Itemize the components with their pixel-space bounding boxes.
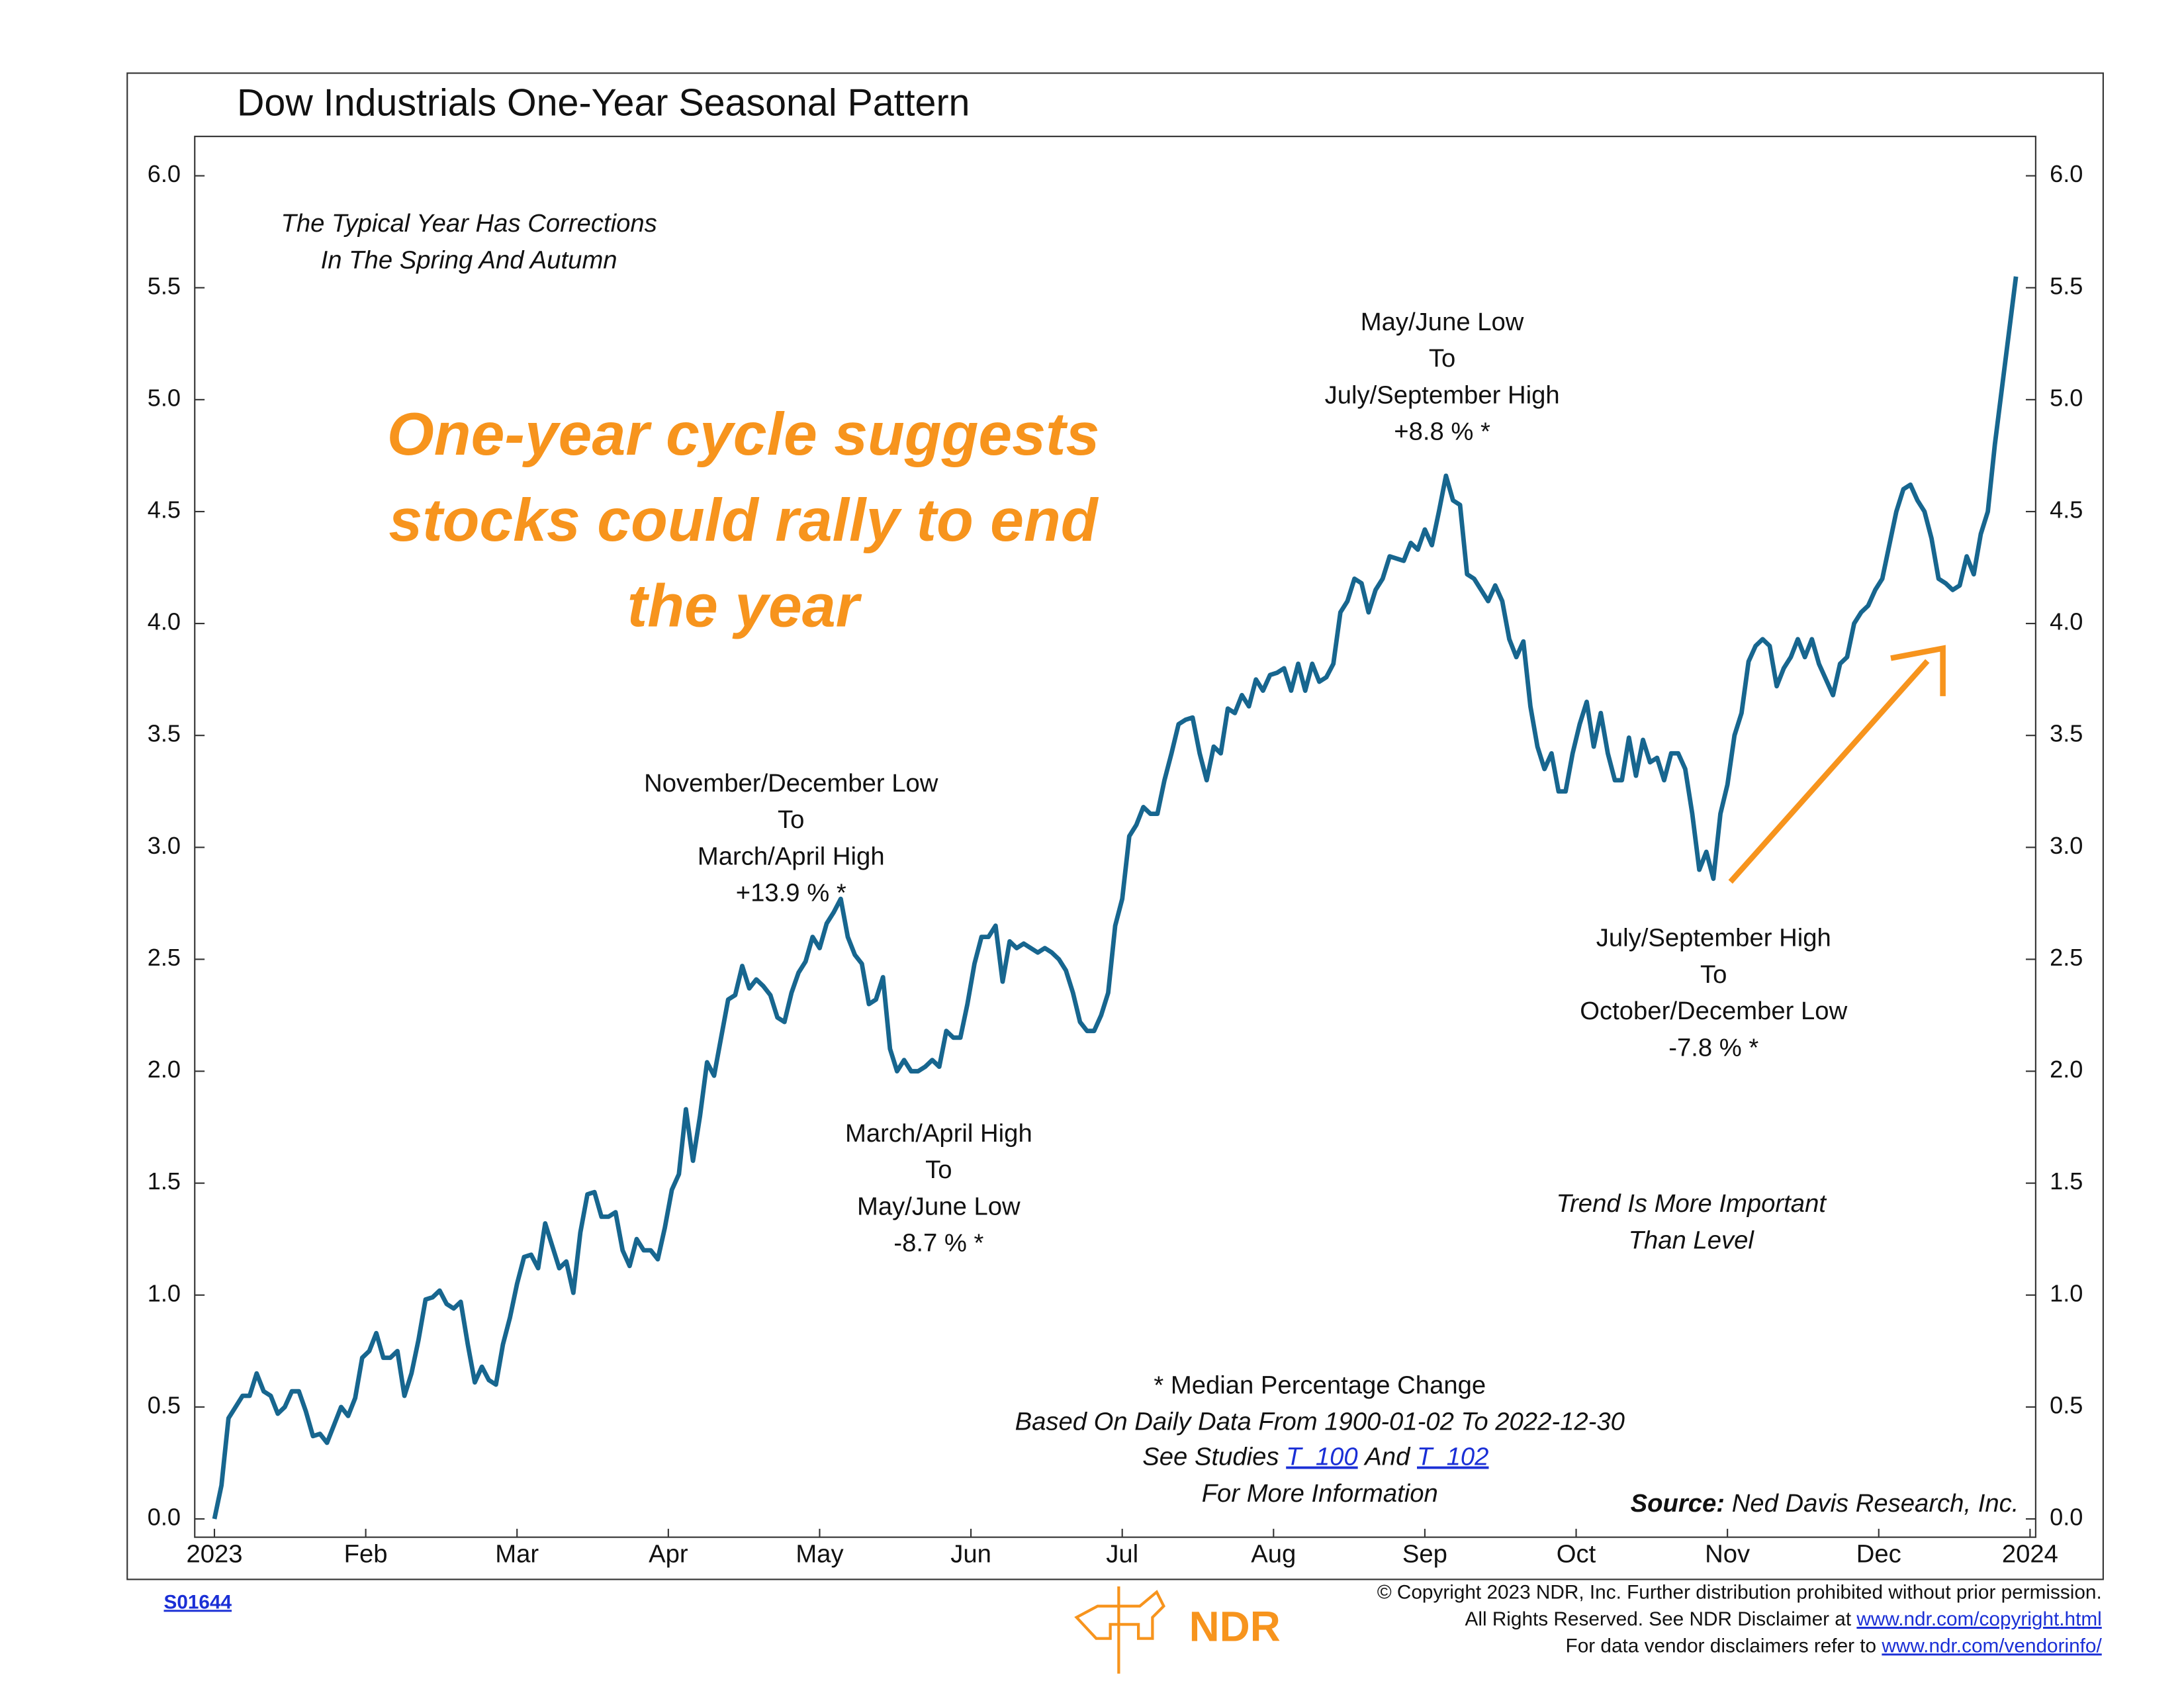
annotation: May/June Low <box>1361 308 1524 336</box>
y-tick-label: 1.0 <box>148 1279 181 1306</box>
headline: One-year cycle suggests <box>387 400 1100 468</box>
source-label: Source: <box>1631 1489 1725 1518</box>
y-tick-label: 4.5 <box>148 496 181 524</box>
median-note: * Median Percentage Change <box>1154 1371 1486 1399</box>
y2-tick-label: 5.5 <box>2050 272 2083 299</box>
annotation: March/April High <box>845 1119 1032 1148</box>
data-line <box>212 276 2019 1520</box>
y-tick-label: 0.5 <box>148 1391 181 1418</box>
x-tick-label: May <box>796 1539 844 1568</box>
headline: stocks could rally to end <box>388 486 1099 554</box>
x-tick-label: Mar <box>495 1539 539 1568</box>
y-tick-label: 1.5 <box>148 1167 181 1195</box>
annotation: In The Spring And Autumn <box>321 246 617 274</box>
annotation: November/December Low <box>644 769 938 798</box>
chart-code[interactable]: S01644 <box>164 1591 232 1613</box>
study-link[interactable]: T_100 <box>1286 1443 1357 1471</box>
x-tick-label: Aug <box>1251 1539 1296 1568</box>
annotation: March/April High <box>698 842 885 870</box>
arrow <box>1728 659 1930 884</box>
annotation: July/September High <box>1325 381 1560 409</box>
chart-title: Dow Industrials One-Year Seasonal Patter… <box>237 82 970 124</box>
x-tick-label: Sep <box>1402 1539 1447 1568</box>
y-tick-label: 5.0 <box>148 384 181 411</box>
y-tick-label: 3.0 <box>148 832 181 859</box>
based-note: Based On Daily Data From 1900-01-02 To 2… <box>1015 1408 1625 1436</box>
headline: the year <box>627 572 862 639</box>
disclaimer-text: All Rights Reserved. See NDR Disclaimer … <box>1465 1608 1852 1630</box>
x-tick-label: Nov <box>1705 1539 1750 1568</box>
annotation: -8.7 % * <box>893 1229 983 1257</box>
vendor-link[interactable]: www.ndr.com/vendorinfo/ <box>1881 1635 2102 1657</box>
annotation: +8.8 % * <box>1394 418 1490 446</box>
y-tick-label: 6.0 <box>148 160 181 187</box>
disclaimer-link[interactable]: www.ndr.com/copyright.html <box>1856 1608 2101 1630</box>
y2-tick-label: 6.0 <box>2050 160 2083 187</box>
y2-tick-label: 3.0 <box>2050 832 2083 859</box>
y2-tick-label: 3.5 <box>2050 720 2083 747</box>
plot-frame <box>194 136 2036 1538</box>
y-tick-label: 2.5 <box>148 944 181 971</box>
annotation: To <box>925 1156 952 1184</box>
y2-tick-label: 2.5 <box>2050 944 2083 971</box>
logo-text: NDR <box>1189 1603 1281 1651</box>
y2-tick-label: 4.0 <box>2050 608 2083 635</box>
annotations: The Typical Year Has Corrections In The S… <box>281 209 1847 1257</box>
vendor: For data vendor disclaimers refer to www… <box>1566 1635 2103 1657</box>
x-tick-label: Apr <box>649 1539 688 1568</box>
source-name: Ned Davis Research, Inc. <box>1732 1489 2019 1518</box>
y2-tick-label: 5.0 <box>2050 384 2083 411</box>
y-tick-label: 5.5 <box>148 272 181 299</box>
annotation: +13.9 % * <box>736 879 846 907</box>
x-tick-label: Dec <box>1856 1539 1901 1568</box>
annotation: Than Level <box>1629 1226 1755 1254</box>
source: Source: Ned Davis Research, Inc. <box>1631 1489 2019 1518</box>
y2-tick-label: 0.5 <box>2050 1391 2083 1418</box>
studies: See Studies T_100 And T_102 <box>1142 1443 1488 1471</box>
annotation: To <box>778 805 804 834</box>
more-note: For More Information <box>1202 1479 1438 1508</box>
y2-tick-label: 0.0 <box>2050 1504 2083 1531</box>
annotation: July/September High <box>1596 924 1831 952</box>
annotation: Trend Is More Important <box>1557 1189 1827 1218</box>
y2-tick-label: 2.0 <box>2050 1056 2083 1083</box>
y-tick-label: 4.0 <box>148 608 181 635</box>
x-tick-label: Jul <box>1106 1539 1138 1568</box>
x-tick-label: Oct <box>1557 1539 1596 1568</box>
disclaimer: All Rights Reserved. See NDR Disclaimer … <box>1465 1608 2102 1630</box>
outer-frame <box>126 72 2104 1580</box>
y2-tick-label: 1.0 <box>2050 1279 2083 1306</box>
annotation: -7.8 % * <box>1668 1033 1758 1062</box>
logo-icon <box>1074 1586 1165 1674</box>
study-link[interactable]: T_102 <box>1417 1443 1488 1471</box>
annotation: The Typical Year Has Corrections <box>281 209 657 238</box>
x-tick-label: 2023 <box>186 1539 242 1568</box>
annotation: October/December Low <box>1580 997 1847 1025</box>
arrow-head <box>1890 645 1946 696</box>
annotation: To <box>1429 344 1455 373</box>
y-tick-label: 0.0 <box>148 1504 181 1531</box>
y2-tick-label: 4.5 <box>2050 496 2083 524</box>
studies-mid: And <box>1363 1443 1411 1471</box>
annotation: To <box>1700 960 1727 989</box>
studies-prefix: See Studies <box>1142 1443 1279 1471</box>
annotation: May/June Low <box>857 1192 1021 1220</box>
x-tick-label: 2024 <box>2002 1539 2058 1568</box>
y-tick-label: 2.0 <box>148 1056 181 1083</box>
copyright: © Copyright 2023 NDR, Inc. Further distr… <box>1377 1581 2102 1603</box>
x-tick-label: Jun <box>950 1539 991 1568</box>
y-tick-label: 3.5 <box>148 720 181 747</box>
vendor-text: For data vendor disclaimers refer to <box>1566 1635 1877 1657</box>
x-tick-label: Feb <box>344 1539 388 1568</box>
y2-tick-label: 1.5 <box>2050 1167 2083 1195</box>
